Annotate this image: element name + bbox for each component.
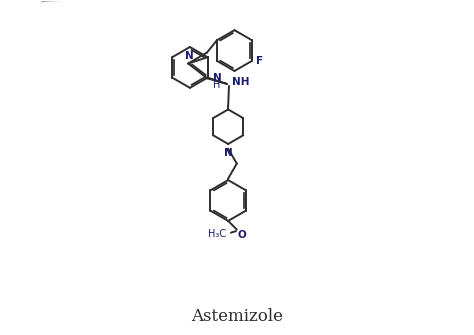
Text: N: N (224, 148, 233, 158)
Text: H₃C: H₃C (208, 229, 226, 239)
Text: NH: NH (232, 77, 250, 87)
Text: N: N (184, 51, 193, 61)
Text: Astemizole: Astemizole (191, 308, 283, 325)
Text: H: H (213, 80, 220, 90)
Text: N: N (213, 73, 221, 83)
Text: F: F (256, 56, 263, 66)
Text: O: O (237, 230, 246, 240)
